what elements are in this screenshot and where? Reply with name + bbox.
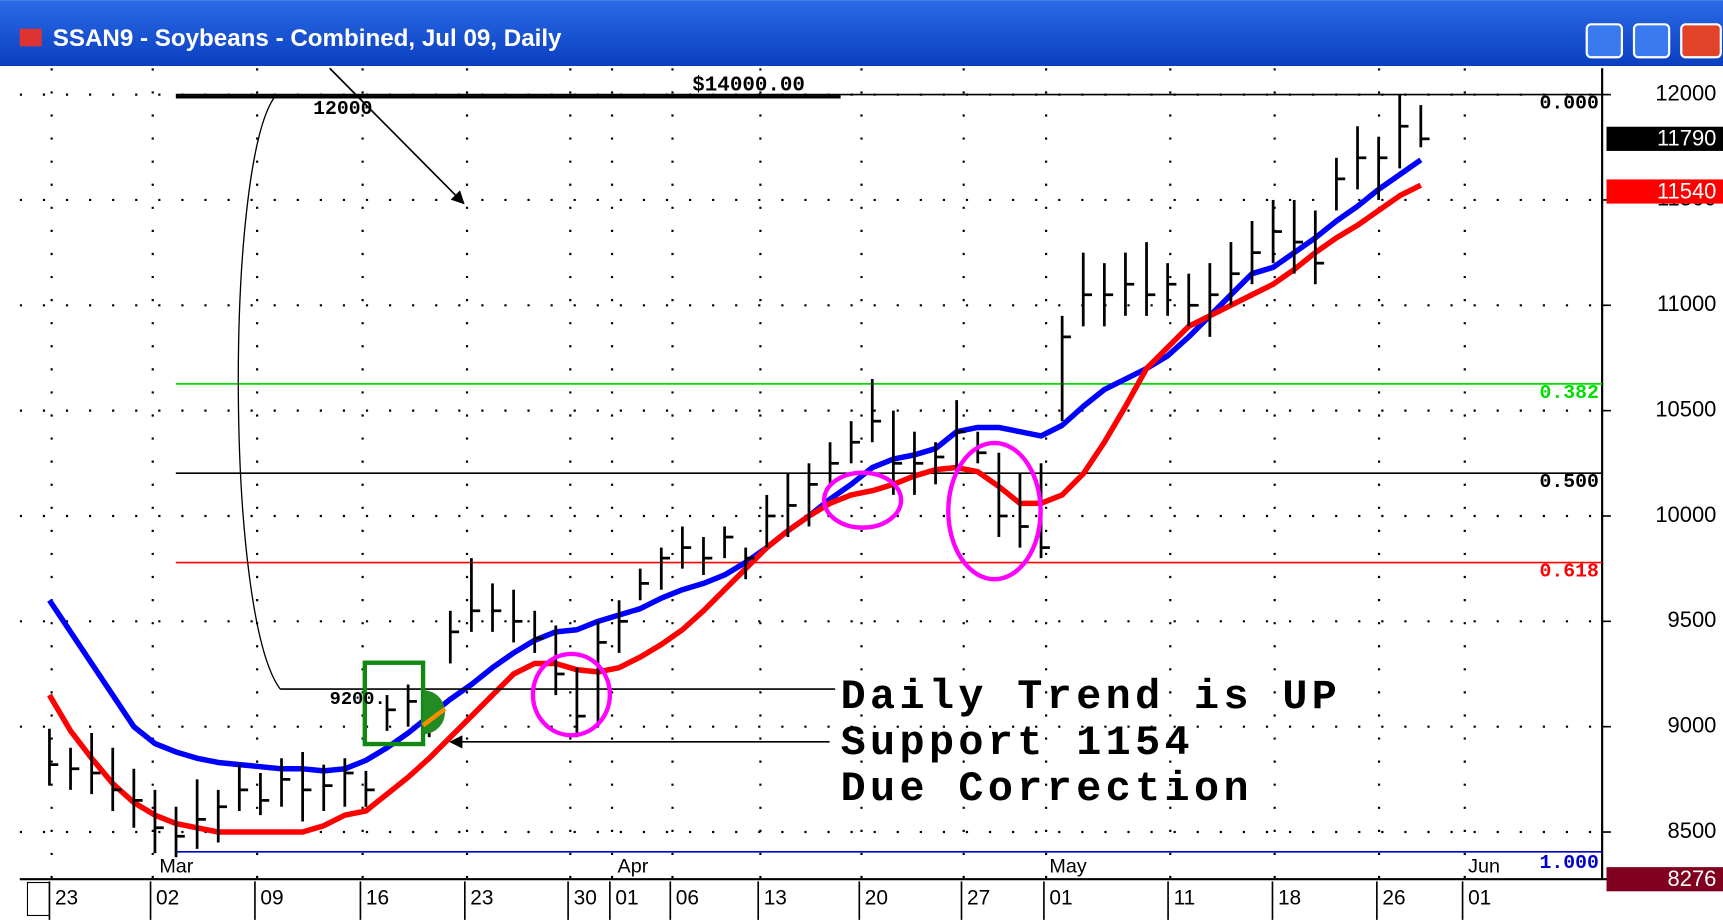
range-bracket [237,96,281,690]
highlight-circle [946,440,1043,582]
x-tick-label: 09 [260,887,283,910]
y-tick-label: 10500 [1655,396,1716,421]
fib-label: 0.000 [1540,93,1599,115]
x-tick-label: 13 [764,887,787,910]
scroll-box[interactable] [26,881,50,917]
month-label: Apr [618,855,649,877]
y-tick-label: 10000 [1655,502,1716,527]
annotation-label: 12000 [313,98,372,120]
month-label: Jun [1468,855,1500,877]
highlight-circle [821,470,904,530]
annotation-text: Support 1154 [841,719,1194,767]
y-tick-label: 9000 [1668,712,1717,737]
fib-label: 0.618 [1540,561,1599,583]
x-tick-label: 01 [1049,887,1072,910]
annotation-text: Daily Trend is UP [841,673,1342,721]
x-tick-label: 16 [366,887,389,910]
moving-average [47,182,1423,835]
x-tick-label: 01 [615,887,638,910]
price-tag-label: 11790 [1657,126,1716,151]
plot-area [19,68,1603,880]
annotations: $14000.00 12000 9200. Daily Trend is UP … [175,67,1342,813]
annotation-label: $14000.00 [692,74,805,97]
minimize-button[interactable] [1585,23,1624,59]
x-tick-label: 27 [967,887,990,910]
y-tick-label: 8500 [1668,818,1717,843]
fib-label: 0.500 [1540,471,1599,493]
window-title: SSAN9 - Soybeans - Combined, Jul 09, Dai… [53,25,562,52]
x-tick-label: 23 [55,887,78,910]
y-tick-label: 12000 [1655,80,1716,105]
price-tag [1606,179,1723,204]
marker [421,707,447,728]
price-tag [1606,867,1723,892]
x-tick-label: 30 [574,887,597,910]
x-tick-label: 20 [865,887,888,910]
price-tag-label: 11540 [1657,178,1716,203]
arrow [329,67,465,205]
title-bar [0,0,1723,67]
x-tick-label: 26 [1382,887,1405,910]
x-tick-label: 02 [156,887,179,910]
x-tick-label: 11 [1174,887,1196,910]
x-tick-label: 23 [470,887,493,910]
annotation-label: 9200. [330,688,386,710]
price-tag-label: 8276 [1668,866,1717,891]
close-button[interactable] [1680,23,1722,59]
price-tag [1606,126,1723,151]
month-label: Mar [159,855,193,877]
x-tick-label: 18 [1278,887,1301,910]
maximize-button[interactable] [1632,23,1671,59]
month-label: May [1049,855,1086,877]
moving-average [47,157,1423,774]
x-tick-label: 01 [1468,887,1491,910]
fib-label: 0.382 [1540,382,1599,404]
highlight-circle [530,651,613,738]
y-tick-label: 11000 [1657,291,1716,316]
fib-label: 1.000 [1540,852,1599,874]
y-tick-label: 9500 [1668,607,1717,632]
app-icon [19,28,42,47]
x-tick-label: 06 [676,887,699,910]
annotation-text: Due Correction [841,765,1253,813]
